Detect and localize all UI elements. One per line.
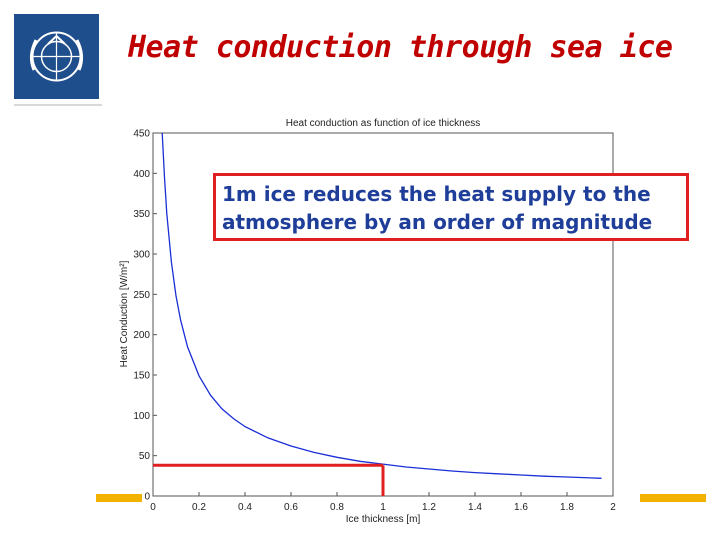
y-axis-ticks: 0 50 100 150 200 250 300 350 400 450 — [133, 129, 157, 503]
x-tick-label: 0.4 — [238, 502, 252, 513]
x-tick-label: 1 — [380, 502, 386, 513]
y-tick-label: 100 — [133, 411, 150, 422]
y-tick-label: 0 — [144, 492, 150, 503]
y-tick-label: 150 — [133, 371, 150, 382]
series-line — [161, 132, 602, 479]
y-tick-label: 300 — [133, 250, 150, 261]
accent-bar-right — [640, 494, 706, 502]
chart-title: Heat conduction as function of ice thick… — [286, 118, 481, 129]
annotation-box: 1m ice reduces the heat supply to the at… — [213, 173, 689, 241]
y-tick-label: 50 — [139, 451, 151, 462]
y-tick-label: 200 — [133, 330, 150, 341]
page-title: Heat conduction through sea ice — [128, 30, 673, 65]
y-tick-label: 250 — [133, 290, 150, 301]
x-tick-label: 0 — [150, 502, 156, 513]
x-tick-label: 0.6 — [284, 502, 298, 513]
y-tick-label: 400 — [133, 169, 150, 180]
wmo-emblem-icon — [29, 31, 84, 82]
y-tick-label: 350 — [133, 209, 150, 220]
x-tick-label: 0.2 — [192, 502, 206, 513]
x-tick-label: 0.8 — [330, 502, 344, 513]
x-tick-label: 1.6 — [514, 502, 528, 513]
x-tick-label: 1.4 — [468, 502, 482, 513]
x-tick-label: 1.8 — [560, 502, 574, 513]
y-tick-label: 450 — [133, 129, 150, 140]
y-axis-label: Heat Conduction [W/m²] — [119, 260, 130, 367]
wmo-logo — [14, 14, 99, 99]
x-axis-label: Ice thickness [m] — [346, 514, 421, 525]
annotation-line-2: atmosphere by an order of magnitude — [222, 210, 653, 234]
divider — [14, 104, 102, 106]
annotation-line-1: 1m ice reduces the heat supply to the — [222, 182, 651, 206]
x-tick-label: 2 — [610, 502, 616, 513]
accent-bar-left — [96, 494, 142, 502]
x-tick-label: 1.2 — [422, 502, 436, 513]
